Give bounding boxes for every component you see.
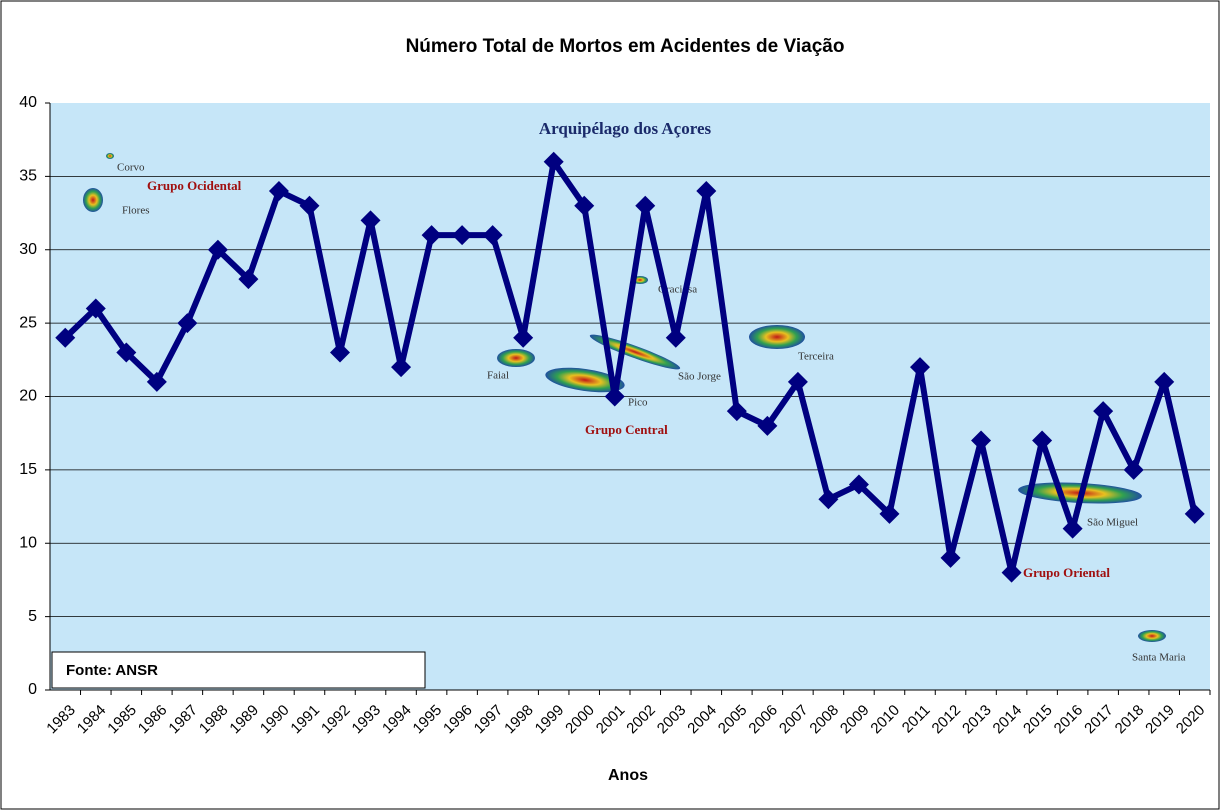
y-tick-label: 0 [28,681,37,698]
island [106,153,114,159]
island [1138,630,1166,642]
y-tick-label: 20 [19,388,37,405]
island [749,325,805,349]
y-tick-label: 5 [28,608,37,625]
y-tick-label: 10 [19,534,37,551]
annotation: Grupo Oriental [1023,565,1110,580]
x-axis-label: Anos [608,767,648,784]
y-tick-label: 35 [19,168,37,185]
annotation: São Jorge [678,371,721,383]
y-tick-label: 30 [19,241,37,258]
y-tick-label: 40 [19,94,37,111]
annotation: Grupo Central [585,422,668,437]
y-tick-label: 15 [19,461,37,478]
annotation: Faial [487,370,509,382]
island [83,188,103,212]
island [497,349,535,367]
chart: Número Total de Mortos em Acidentes de V… [0,0,1220,810]
annotation: Grupo Ocidental [147,178,242,193]
annotation: Corvo [117,162,145,174]
y-tick-label: 25 [19,314,37,331]
annotation: Flores [122,205,150,217]
annotation: Santa Maria [1132,652,1186,664]
annotation: Pico [628,397,648,409]
chart-title: Número Total de Mortos em Acidentes de V… [406,36,845,57]
annotation: Terceira [798,351,834,363]
annotation: São Miguel [1087,517,1138,529]
source: Fonte: ANSR [66,662,158,679]
annotation: Arquipélago dos Açores [539,119,712,138]
